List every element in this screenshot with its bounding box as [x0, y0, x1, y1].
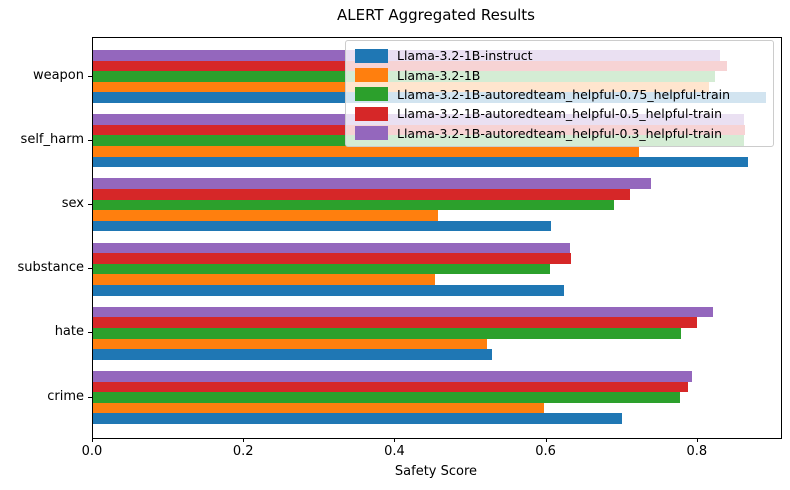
bar-sex-series-1 — [93, 210, 438, 221]
bar-substance-series-3 — [93, 253, 571, 264]
bar-crime-series-2 — [93, 392, 680, 403]
bar-sex-series-3 — [93, 188, 630, 200]
legend-label: Llama-3.2-1B — [397, 67, 481, 83]
x-tick-label-0.0: 0.0 — [81, 444, 103, 459]
bar-hate-series-2 — [93, 327, 682, 339]
bar-sex-series-2 — [93, 199, 614, 211]
legend-label: Llama-3.2-1B-autoredteam_helpful-0.3_hel… — [397, 125, 723, 141]
bar-hate-series-4 — [93, 306, 713, 318]
legend-item-4: Llama-3.2-1B-autoredteam_helpful-0.3_hel… — [355, 124, 765, 143]
legend-item-0: Llama-3.2-1B-instruct — [355, 46, 765, 65]
y-tick-label-substance: substance — [17, 260, 85, 276]
x-tick-label-0.4: 0.4 — [384, 444, 405, 459]
bar-crime-series-1 — [93, 402, 544, 414]
x-tick-mark — [394, 438, 396, 442]
y-tick-label-self_harm: self_harm — [20, 131, 84, 147]
bar-sex-series-0 — [93, 220, 552, 232]
x-tick-label-0.2: 0.2 — [232, 444, 254, 459]
x-axis-title: Safety Score — [394, 464, 478, 479]
y-tick-mark — [88, 396, 92, 398]
chart-title: ALERT Aggregated Results — [336, 6, 535, 24]
legend-item-2: Llama-3.2-1B-autoredteam_helpful-0.75_he… — [355, 85, 765, 104]
legend: Llama-3.2-1B-instruct Llama-3.2-1B Llama-3… — [345, 40, 774, 147]
y-tick-label-hate: hate — [54, 324, 84, 340]
bar-crime-series-3 — [93, 381, 688, 393]
y-tick-label-weapon: weapon — [32, 67, 84, 83]
bar-substance-series-1 — [93, 274, 436, 286]
legend-label: Llama-3.2-1B-instruct — [397, 48, 533, 64]
bar-crime-series-4 — [93, 370, 692, 382]
legend-label: Llama-3.2-1B-autoredteam_helpful-0.75_he… — [397, 86, 731, 102]
legend-swatch-icon — [355, 48, 388, 63]
x-tick-label-0.8: 0.8 — [686, 444, 708, 459]
bar-substance-series-2 — [93, 263, 551, 275]
x-tick-mark — [92, 438, 93, 442]
bar-hate-series-0 — [93, 349, 493, 360]
y-tick-mark — [88, 203, 92, 205]
bar-substance-series-4 — [93, 242, 571, 254]
legend-item-1: Llama-3.2-1B — [355, 65, 765, 84]
x-tick-mark — [696, 438, 698, 442]
legend-item-3: Llama-3.2-1B-autoredteam_helpful-0.5_hel… — [355, 104, 765, 123]
x-tick-mark — [243, 438, 245, 442]
bar-crime-series-0 — [93, 413, 623, 425]
bar-substance-series-0 — [93, 285, 564, 296]
bar-sex-series-4 — [93, 178, 651, 189]
legend-swatch-icon — [355, 87, 388, 102]
y-tick-mark — [88, 139, 92, 141]
bar-self_harm-series-1 — [93, 146, 639, 157]
bar-self_harm-series-0 — [93, 156, 749, 168]
y-tick-mark — [88, 268, 92, 270]
x-tick-mark — [545, 438, 547, 442]
y-tick-label-crime: crime — [47, 388, 84, 404]
bar-hate-series-3 — [93, 317, 698, 328]
y-tick-label-sex: sex — [61, 195, 84, 211]
legend-swatch-icon — [355, 126, 388, 141]
y-tick-mark — [88, 332, 92, 334]
legend-swatch-icon — [355, 68, 388, 83]
bar-hate-series-1 — [93, 338, 487, 350]
y-tick-mark — [88, 75, 92, 77]
legend-label: Llama-3.2-1B-autoredteam_helpful-0.5_hel… — [397, 106, 723, 122]
legend-swatch-icon — [355, 106, 388, 121]
x-tick-label-0.6: 0.6 — [535, 444, 556, 459]
